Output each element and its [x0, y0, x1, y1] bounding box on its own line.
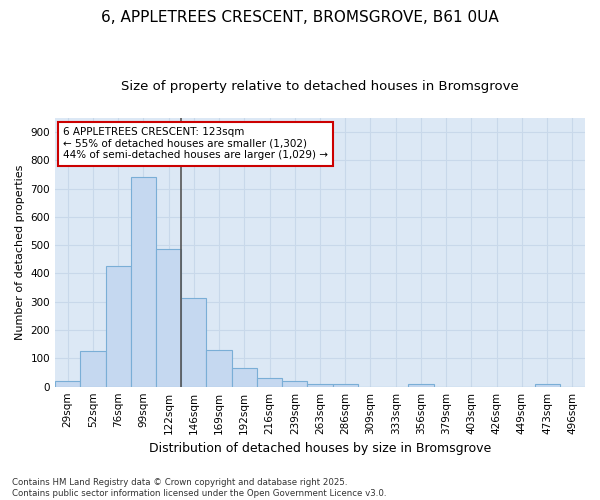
- Text: 6, APPLETREES CRESCENT, BROMSGROVE, B61 0UA: 6, APPLETREES CRESCENT, BROMSGROVE, B61 …: [101, 10, 499, 25]
- Bar: [156, 250, 181, 386]
- Bar: [181, 298, 206, 386]
- Bar: [131, 177, 156, 386]
- Y-axis label: Number of detached properties: Number of detached properties: [15, 164, 25, 340]
- Text: Contains HM Land Registry data © Crown copyright and database right 2025.
Contai: Contains HM Land Registry data © Crown c…: [12, 478, 386, 498]
- Title: Size of property relative to detached houses in Bromsgrove: Size of property relative to detached ho…: [121, 80, 519, 93]
- X-axis label: Distribution of detached houses by size in Bromsgrove: Distribution of detached houses by size …: [149, 442, 491, 455]
- Bar: [409, 384, 434, 386]
- Bar: [257, 378, 282, 386]
- Text: 6 APPLETREES CRESCENT: 123sqm
← 55% of detached houses are smaller (1,302)
44% o: 6 APPLETREES CRESCENT: 123sqm ← 55% of d…: [63, 127, 328, 160]
- Bar: [535, 384, 560, 386]
- Bar: [55, 381, 80, 386]
- Bar: [106, 266, 131, 386]
- Bar: [232, 368, 257, 386]
- Bar: [307, 384, 332, 386]
- Bar: [332, 384, 358, 386]
- Bar: [282, 381, 307, 386]
- Bar: [206, 350, 232, 387]
- Bar: [80, 352, 106, 386]
